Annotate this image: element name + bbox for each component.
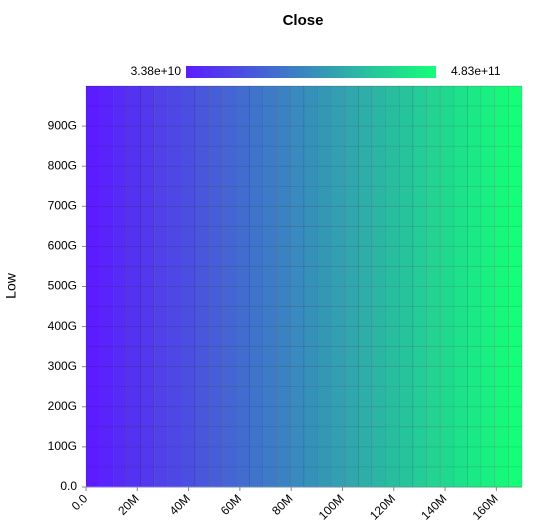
colorbar-max-label: 4.83e+11 (451, 64, 501, 78)
x-tick-label: 160M (470, 491, 501, 522)
x-tick-label: 80M (269, 491, 295, 517)
x-tick-label: 120M (367, 491, 398, 522)
y-tick-label: 900G (48, 118, 77, 132)
x-tick-label: 40M (167, 491, 193, 517)
x-tick-label: 0.0 (69, 491, 91, 513)
x-tick-label: 20M (115, 491, 141, 517)
y-tick-label: 100G (48, 439, 77, 453)
y-tick-label: 700G (48, 198, 77, 212)
y-tick-label: 300G (48, 359, 77, 373)
y-axis-label: Low (3, 272, 19, 299)
colorbar-min-label: 3.38e+10 (131, 64, 182, 78)
y-tick-label: 600G (48, 239, 77, 253)
y-tick-label: 500G (48, 279, 77, 293)
y-tick-label: 800G (48, 158, 77, 172)
y-tick-label: 0.0 (60, 479, 77, 493)
x-tick-label: 100M (316, 491, 347, 522)
y-tick-label: 200G (48, 399, 77, 413)
chart-title: Close (283, 12, 324, 29)
y-tick-label: 400G (48, 319, 77, 333)
x-tick-label: 60M (218, 491, 244, 517)
x-tick-label: 140M (418, 491, 449, 522)
colorbar (186, 66, 436, 78)
